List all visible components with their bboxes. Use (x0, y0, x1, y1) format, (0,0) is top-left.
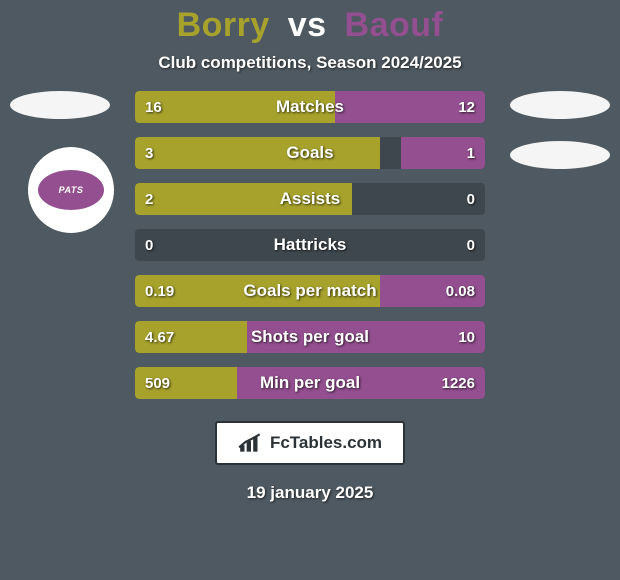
stat-label: Goals (135, 137, 485, 169)
stat-row: 1612Matches (135, 91, 485, 123)
page-title: Borry vs Baouf (0, 6, 620, 45)
player2-name: Baouf (345, 6, 444, 44)
subtitle: Club competitions, Season 2024/2025 (0, 53, 620, 73)
chart-icon (238, 432, 264, 454)
stat-label: Min per goal (135, 367, 485, 399)
player1-name: Borry (177, 6, 270, 44)
stat-row: 20Assists (135, 183, 485, 215)
player1-club-badge: PATS (28, 147, 114, 233)
stats-bars: 1612Matches 31Goals 20Assists 00Hattricks 0.… (135, 91, 485, 399)
stat-row: 5091226Min per goal (135, 367, 485, 399)
stat-row: 31Goals (135, 137, 485, 169)
vs-text: vs (288, 6, 327, 44)
player2-flag (510, 91, 610, 119)
stat-label: Hattricks (135, 229, 485, 261)
content-area: PATS 1612Matches 31Goals 20Assists 00Hattri… (0, 91, 620, 399)
club-badge-label: PATS (38, 170, 104, 210)
player2-club-flag (510, 141, 610, 169)
stat-row: 4.6710Shots per goal (135, 321, 485, 353)
stat-label: Shots per goal (135, 321, 485, 353)
stat-row: 0.190.08Goals per match (135, 275, 485, 307)
source-logo-text: FcTables.com (270, 433, 382, 453)
stat-label: Assists (135, 183, 485, 215)
footer-date: 19 january 2025 (0, 483, 620, 503)
stat-label: Goals per match (135, 275, 485, 307)
source-logo: FcTables.com (215, 421, 405, 465)
stat-label: Matches (135, 91, 485, 123)
player1-flag (10, 91, 110, 119)
comparison-card: Borry vs Baouf Club competitions, Season… (0, 0, 620, 580)
stat-row: 00Hattricks (135, 229, 485, 261)
